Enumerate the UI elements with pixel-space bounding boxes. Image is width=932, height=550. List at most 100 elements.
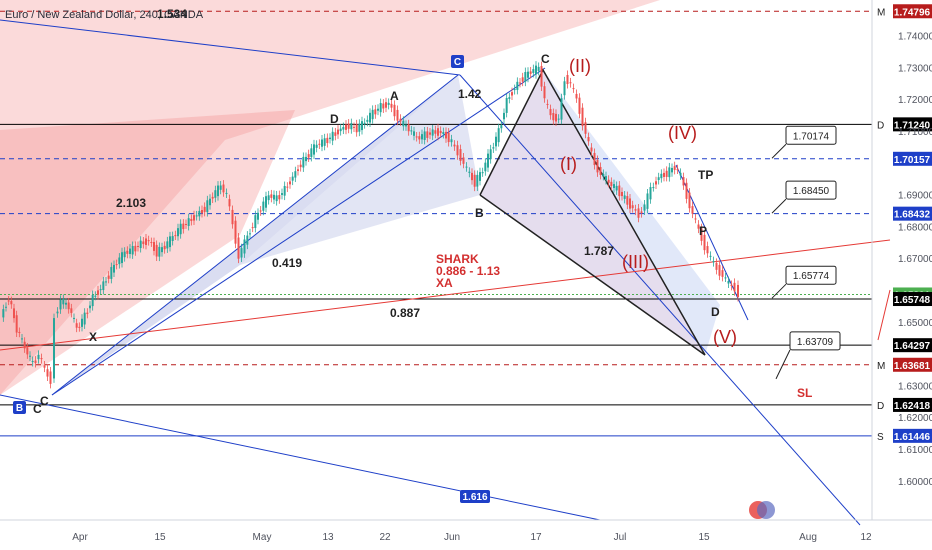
candle-body xyxy=(737,284,739,298)
candle-body xyxy=(546,103,549,105)
wave-target-line xyxy=(675,164,749,321)
candle-body xyxy=(535,65,537,75)
candle-body xyxy=(83,312,86,325)
candle-body xyxy=(56,311,59,314)
price-tag-text-5: 1.65748 xyxy=(894,295,931,306)
candle-body xyxy=(10,301,13,305)
candle-body xyxy=(350,123,353,130)
candle-body xyxy=(396,109,399,121)
ratio-142: 1.42 xyxy=(458,87,482,101)
candle-body xyxy=(355,124,358,133)
candle-body xyxy=(465,166,468,168)
candle-body xyxy=(211,196,214,199)
candle-body xyxy=(450,139,453,143)
candle-body xyxy=(179,223,182,235)
price-tag-8 xyxy=(893,397,932,412)
candle-body xyxy=(334,132,337,136)
candle-body xyxy=(53,318,55,379)
price-tag-text-6: 1.64297 xyxy=(894,341,931,352)
red-short-line xyxy=(877,289,891,341)
candle-body xyxy=(185,224,187,226)
price-tag-text-3: 1.68432 xyxy=(894,210,931,221)
candle-body xyxy=(557,118,560,120)
candle-body xyxy=(374,109,377,115)
candle-body xyxy=(358,123,361,132)
candle-body xyxy=(610,181,613,187)
candle-body xyxy=(631,205,634,209)
candle-body xyxy=(668,167,671,178)
candle-body xyxy=(222,184,225,193)
candle-body xyxy=(393,104,396,117)
candle-body xyxy=(2,309,5,318)
price-tag-6 xyxy=(893,338,932,353)
candle-body xyxy=(329,137,331,140)
candle-body xyxy=(107,275,110,279)
candle-body xyxy=(434,130,437,134)
candle-body xyxy=(703,234,706,251)
shark-title: SHARK xyxy=(436,252,479,266)
candle-body xyxy=(560,98,563,120)
candle-body xyxy=(281,193,283,195)
x-tick-label-7: Jul xyxy=(614,532,627,543)
candle-body xyxy=(267,195,270,201)
ratio-2103: 2.103 xyxy=(116,196,146,210)
candle-body xyxy=(492,147,495,149)
support-diag xyxy=(51,67,546,396)
candle-body xyxy=(134,245,137,252)
label-point-d-final: D xyxy=(711,305,720,319)
candle-body xyxy=(516,81,519,90)
candle-body xyxy=(563,81,566,96)
candle-body xyxy=(145,238,147,245)
y-tick-label-7: 1.65000 xyxy=(898,318,932,329)
x-tick-label-8: 15 xyxy=(698,532,710,543)
tag-c-blue-text: C xyxy=(454,57,461,68)
candle-body xyxy=(219,185,222,190)
candle-body xyxy=(275,195,278,202)
candle-body xyxy=(629,198,631,209)
channel-right xyxy=(459,74,861,526)
candle-body xyxy=(429,132,431,135)
candle-body xyxy=(89,305,91,309)
candle-body xyxy=(206,200,209,213)
candle-body xyxy=(155,244,158,257)
candle-body xyxy=(118,257,121,265)
candle-body xyxy=(697,224,700,229)
candle-body xyxy=(712,261,715,263)
candle-body xyxy=(153,242,155,251)
candle-body xyxy=(519,82,521,84)
candle-body xyxy=(462,157,465,164)
candle-body xyxy=(234,220,237,244)
pink-zone-inner xyxy=(0,110,295,395)
candle-body xyxy=(310,148,313,157)
x-tick-label-6: 17 xyxy=(530,532,542,543)
candle-body xyxy=(587,137,590,142)
candle-body xyxy=(590,147,593,152)
candle-body xyxy=(18,331,21,333)
chart-title: Euro / New Zealand Dollar, 240, OANDA xyxy=(5,9,204,21)
channel-top xyxy=(0,19,461,76)
candle-body xyxy=(566,74,569,85)
label-point-x: X xyxy=(89,330,97,344)
candle-body xyxy=(508,97,511,99)
candle-body xyxy=(540,66,543,87)
callout-pointer-0 xyxy=(771,143,787,159)
candle-body xyxy=(203,206,206,212)
ratio-0419: 0.419 xyxy=(272,256,302,270)
candle-body xyxy=(637,208,640,218)
candle-body xyxy=(105,281,107,283)
candle-body xyxy=(302,156,305,168)
candle-body xyxy=(347,123,350,129)
candle-body xyxy=(602,173,605,176)
y-tick-label-3: 1.71000 xyxy=(898,127,932,138)
candle-body xyxy=(240,248,243,258)
p-label: P xyxy=(699,224,707,238)
candle-body xyxy=(313,144,315,155)
candle-body xyxy=(618,185,621,197)
candle-body xyxy=(495,136,497,147)
candle-body xyxy=(575,93,578,99)
label-point-d-upper: D xyxy=(330,112,339,126)
candle-body xyxy=(385,102,387,108)
price-tag-text-2: 1.70157 xyxy=(894,155,931,166)
candle-body xyxy=(37,354,40,360)
